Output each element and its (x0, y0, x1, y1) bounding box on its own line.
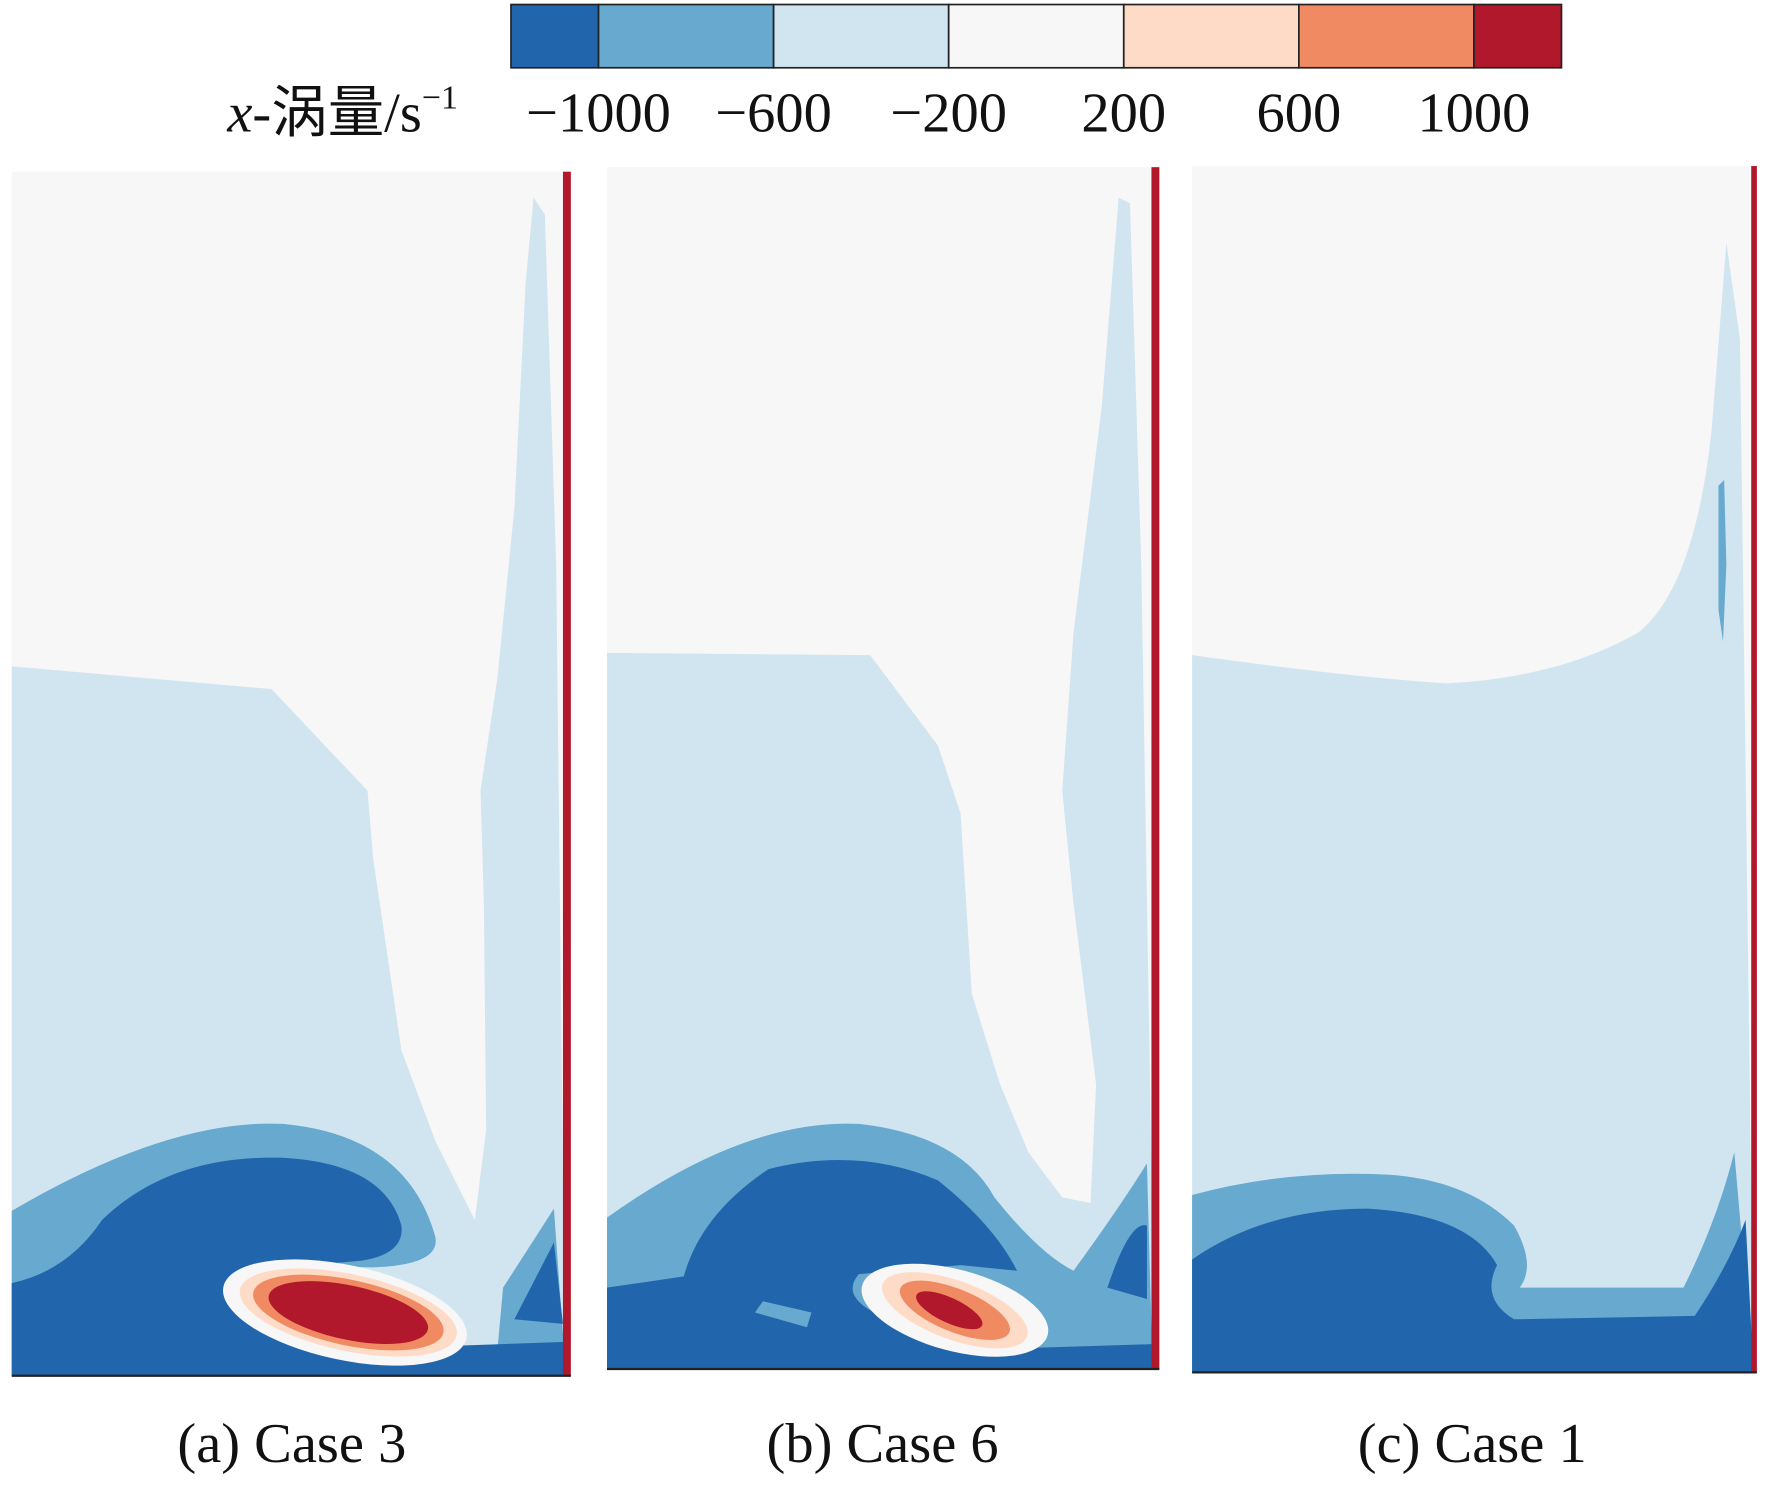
contour-region (754, 1301, 812, 1328)
panel-caption: (c) Case 1 (1358, 1413, 1587, 1475)
label-variable: x (226, 83, 252, 145)
colorbar-tick-label: 1000 (1417, 83, 1530, 145)
label-name: -涡量/s (252, 83, 421, 145)
contour-region (1192, 1208, 1754, 1373)
panel-b: (b) Case 6 (607, 167, 1160, 1475)
panel-caption: (b) Case 6 (767, 1413, 999, 1475)
colorbar-box (1122, 3, 1300, 69)
contour-region (916, 1291, 983, 1330)
colorbar: x-涡量/s−1 −1000 −600 −200 200 600 1000 (226, 3, 1563, 145)
panel-c: (c) Case 1 (1192, 166, 1757, 1475)
colorbar-tick-label: 200 (1081, 83, 1166, 145)
contour-region (607, 197, 1155, 1370)
colorbar-box (510, 3, 600, 69)
label-exponent: −1 (422, 79, 458, 116)
colorbar-tick-label: −200 (890, 83, 1007, 145)
colorbar-box (772, 3, 950, 69)
wall-layer (562, 171, 571, 1376)
contour-region (268, 1281, 429, 1344)
panel-caption: (a) Case 3 (177, 1413, 406, 1475)
colorbar-tick-label: −600 (715, 83, 832, 145)
contour-region (1718, 480, 1727, 642)
contour-region (11, 197, 566, 1376)
contour-region (1192, 242, 1754, 1373)
wall-layer (1151, 167, 1160, 1370)
colorbar-tick-label: 600 (1256, 83, 1341, 145)
colorbar-tick-label: −1000 (526, 83, 671, 145)
panel-a: (a) Case 3 (11, 171, 571, 1475)
colorbar-box (597, 3, 775, 69)
colorbar-box (1298, 3, 1475, 69)
colorbar-box (1473, 3, 1563, 69)
wall-layer (1751, 166, 1757, 1373)
colorbar-label: x-涡量/s−1 (226, 79, 458, 144)
contour-region (607, 1160, 1153, 1370)
colorbar-box (947, 3, 1125, 69)
